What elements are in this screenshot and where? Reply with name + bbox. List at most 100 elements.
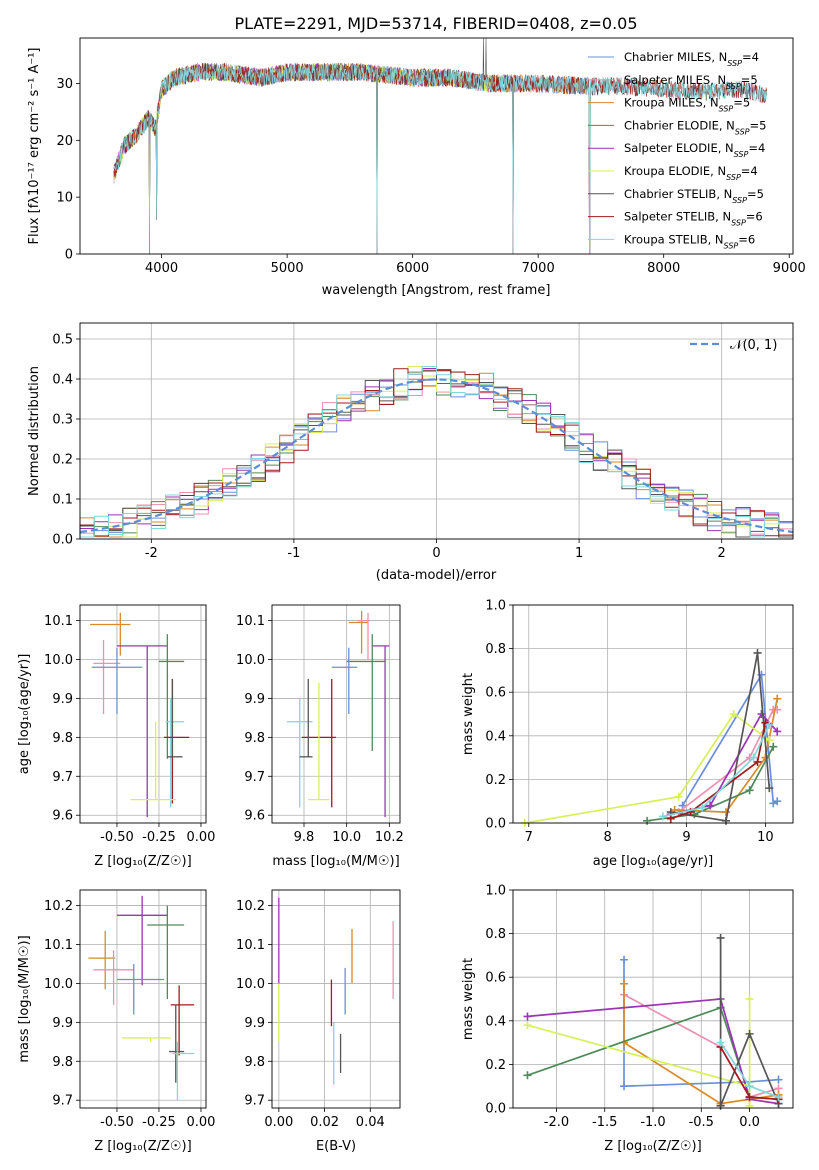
mass-weight-marker bbox=[523, 1021, 532, 1030]
mass-weight-marker bbox=[620, 1082, 629, 1091]
spectrum-ticks: 4000 5000 6000 7000 8000 9000 0 10 20 30 bbox=[56, 77, 805, 276]
mass-weight-marker bbox=[765, 736, 774, 745]
age-z-grid bbox=[80, 605, 206, 823]
hist-grid bbox=[80, 323, 793, 540]
spectrum-line bbox=[113, 63, 767, 255]
y-tick-label: 0.6 bbox=[485, 971, 506, 986]
spectrum-line bbox=[113, 63, 590, 255]
y-tick-label: 1.0 bbox=[485, 599, 506, 614]
y-tick-label: 0 bbox=[65, 248, 73, 263]
age-z-ticks: -0.50 -0.25 0.00 9.6 9.7 9.8 9.9 10.0 10.1 bbox=[44, 614, 215, 845]
mass-weight-marker bbox=[774, 1075, 783, 1084]
y-tick-label: 0.2 bbox=[485, 773, 506, 788]
x-tick-label: 7 bbox=[525, 830, 533, 845]
legend-label: Chabrier ELODIE, NSSP=5 bbox=[624, 118, 766, 136]
mass-weight-marker bbox=[745, 1029, 754, 1038]
mass-weight-marker bbox=[674, 792, 683, 801]
mass-ebv-grid bbox=[272, 890, 400, 1108]
mass-weight-marker bbox=[643, 816, 652, 825]
y-tick-label: 10.0 bbox=[44, 977, 73, 992]
y-tick-label: 0.1 bbox=[52, 493, 73, 508]
mass-weight-marker bbox=[721, 808, 730, 817]
legend-label: Kroupa STELIB, NSSP=6 bbox=[624, 232, 755, 250]
mass-ebv-ticks: 0.00 0.02 0.04 9.7 9.8 9.9 10.0 10.1 10.2 bbox=[236, 899, 385, 1130]
x-tick-label: 9000 bbox=[773, 261, 806, 276]
y-tick-label: 0.6 bbox=[485, 686, 506, 701]
legend-label: Salpeter ELODIE, NSSP=4 bbox=[624, 141, 765, 159]
legend-label: Chabrier MILES, NSSP=4 bbox=[624, 50, 759, 68]
mass-weight-marker bbox=[773, 727, 782, 736]
mass-weight-marker bbox=[686, 808, 695, 817]
legend-label: Kroupa ELODIE, NSSP=4 bbox=[624, 164, 758, 182]
x-tick-label: -0.25 bbox=[142, 830, 176, 845]
mass-weight-marker bbox=[765, 720, 774, 729]
mw-z-xlabel: Z [log₁₀(Z/Z☉)] bbox=[604, 1139, 701, 1154]
mass-weight-marker bbox=[749, 753, 758, 762]
y-tick-label: 0.4 bbox=[485, 729, 506, 744]
age-z-points bbox=[90, 612, 190, 818]
x-tick-label: -1.0 bbox=[640, 1115, 665, 1130]
spectrum-line bbox=[113, 62, 590, 255]
mass-weight-marker bbox=[753, 757, 762, 766]
massweight-vs-metallicity-panel: -2.0 -1.5 -1.0 -0.5 0.0 0.0 0.2 0.4 0.6 0.8 1.0 Z … bbox=[461, 884, 794, 1154]
y-tick-label: 9.7 bbox=[244, 1094, 265, 1109]
age-z-ylabel: age [log₁₀(age/yr)] bbox=[17, 654, 32, 775]
mass-weight-marker bbox=[620, 955, 629, 964]
mw-age-ticks: 7 8 9 10 0.0 0.2 0.4 0.6 0.8 1.0 bbox=[485, 599, 773, 846]
legend-label: Kroupa MILES, NSSP=5 bbox=[624, 96, 750, 114]
mass-weight-line bbox=[719, 938, 780, 1107]
y-tick-label: 0.0 bbox=[52, 533, 73, 548]
y-tick-label: 10.2 bbox=[44, 899, 73, 914]
y-tick-label: 9.9 bbox=[244, 692, 265, 707]
mass-vs-extinction-panel: 0.00 0.02 0.04 9.7 9.8 9.9 10.0 10.1 10.2 E(B-V) bbox=[236, 889, 401, 1154]
y-tick-label: 30 bbox=[56, 77, 73, 92]
mass-weight-line bbox=[681, 672, 778, 807]
mass-weight-marker bbox=[620, 979, 629, 988]
histogram-series bbox=[79, 365, 794, 539]
spectrum-legend: Chabrier MILES, NSSP=4 Salpeter MILES, NS… bbox=[588, 50, 766, 250]
y-tick-label: 0.2 bbox=[485, 1058, 506, 1073]
y-tick-label: 10.1 bbox=[44, 614, 73, 629]
mass-z-ticks: -0.50 -0.25 0.00 9.7 9.8 9.9 10.0 10.1 10.2 bbox=[44, 899, 215, 1130]
y-tick-label: 0.8 bbox=[485, 642, 506, 657]
y-tick-label: 10.1 bbox=[44, 938, 73, 953]
mass-weight-line bbox=[527, 999, 751, 1106]
spectrum-line bbox=[113, 62, 590, 255]
x-tick-label: 0.0 bbox=[739, 1115, 760, 1130]
x-tick-label: -2 bbox=[145, 546, 158, 561]
mass-vs-metallicity-panel: -0.50 -0.25 0.00 9.7 9.8 9.9 10.0 10.1 10.2 Z [l… bbox=[17, 889, 215, 1154]
mass-weight-marker bbox=[774, 1093, 783, 1102]
residual-histogram-panel: -2 -1 0 1 2 0.0 0.1 0.2 0.3 0.4 0.5 (data-model)/e… bbox=[27, 322, 794, 583]
hist-xlabel: (data-model)/error bbox=[376, 568, 497, 583]
mass-weight-marker bbox=[666, 814, 675, 823]
mass-weight-marker bbox=[716, 1038, 725, 1047]
y-tick-label: 10.0 bbox=[236, 653, 265, 668]
mw-z-ylabel: mass weight bbox=[461, 958, 476, 1040]
mass-weight-marker bbox=[698, 803, 707, 812]
x-tick-label: 5000 bbox=[271, 261, 304, 276]
spectrum-frame bbox=[79, 37, 794, 255]
mass-weight-marker bbox=[523, 1071, 532, 1080]
spectrum-xlabel: wavelength [Angstrom, rest frame] bbox=[322, 283, 551, 298]
legend-label: Salpeter MILES, NSSP=5 bbox=[624, 73, 758, 91]
y-tick-label: 0.4 bbox=[52, 373, 73, 388]
x-tick-label: 9.8 bbox=[294, 830, 315, 845]
mw-z-series bbox=[523, 933, 783, 1110]
mass-weight-marker bbox=[745, 995, 754, 1003]
x-tick-label: -2.0 bbox=[544, 1115, 569, 1130]
age-mass-xlabel: mass [log₁₀(M/M☉)] bbox=[272, 854, 399, 869]
mass-weight-marker bbox=[523, 1012, 532, 1021]
figure-title: PLATE=2291, MJD=53714, FIBERID=0408, z=0… bbox=[234, 14, 637, 33]
spectrum-line bbox=[113, 63, 514, 255]
mw-age-ylabel: mass weight bbox=[461, 673, 476, 755]
mw-z-ticks: -2.0 -1.5 -1.0 -0.5 0.0 0.0 0.2 0.4 0.6 0.8 1.0 bbox=[485, 884, 760, 1131]
mass-weight-marker bbox=[716, 933, 725, 942]
y-tick-label: 9.6 bbox=[244, 809, 265, 824]
mass-weight-marker bbox=[745, 786, 754, 795]
x-tick-label: 4000 bbox=[145, 261, 178, 276]
x-tick-label: 0.00 bbox=[186, 830, 215, 845]
y-tick-label: 10.1 bbox=[236, 614, 265, 629]
y-tick-label: 1.0 bbox=[485, 884, 506, 899]
mass-weight-marker bbox=[745, 1082, 754, 1091]
